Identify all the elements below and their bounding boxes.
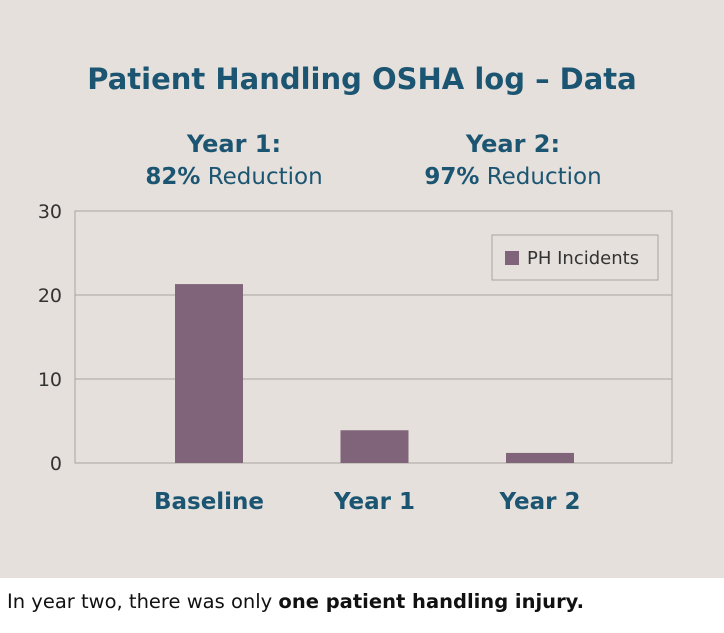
y-tick-label-10: 10 [38,369,62,391]
legend [491,234,659,281]
bar-chart: 0 10 20 30 Baseline Year 1 Year 2 PH Incidents [38,201,673,515]
legend-swatch [505,251,519,265]
year1-reduction-annotation: Year 1: 82% Reduction [104,128,364,194]
caption: In year two, there was only one patient … [7,590,584,613]
bar-baseline [175,284,243,463]
legend-label: PH Incidents [527,248,639,269]
chart-panel [0,0,724,578]
caption-prefix: In year two, there was only [7,590,279,613]
year1-reduction-word: Reduction [207,164,323,190]
year1-annotation-label: Year 1: [186,130,282,158]
y-tick-label-0: 0 [50,453,62,475]
chart-title: Patient Handling OSHA log – Data [87,62,637,96]
bar-year-1 [340,430,409,463]
caption-emphasis: one patient handling injury. [278,590,585,613]
year2-reduction-percent: 97% [424,164,480,190]
x-tick-label-year-1: Year 1 [333,489,415,515]
y-tick-label-20: 20 [38,285,62,307]
year1-reduction-percent: 82% [145,164,201,190]
y-tick-label-30: 30 [38,201,62,223]
year2-reduction-word: Reduction [486,164,602,190]
bar-year-2 [506,452,574,463]
x-tick-label-year-2: Year 2 [498,489,580,515]
x-tick-label-baseline: Baseline [154,489,264,515]
year2-annotation-label: Year 2: [465,130,561,158]
year2-reduction-annotation: Year 2: 97% Reduction [383,128,643,194]
